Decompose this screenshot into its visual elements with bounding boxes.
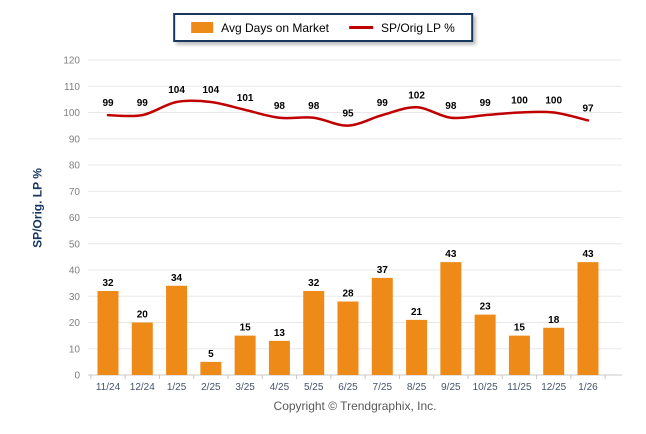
bar-7/25 (371, 277, 393, 375)
y-tick-label: 100 (63, 108, 80, 119)
bar-11/24 (97, 291, 119, 375)
bar-value-label: 5 (208, 349, 214, 360)
legend: Avg Days on Market SP/Orig LP % (173, 13, 473, 42)
line-value-label: 97 (582, 103, 594, 114)
bar-value-label: 21 (411, 307, 423, 318)
bar-value-label: 37 (377, 265, 389, 276)
x-category-label: 2/25 (201, 382, 221, 393)
bar-12/25 (543, 327, 565, 375)
bar-value-label: 43 (582, 249, 594, 260)
line-value-label: 99 (377, 98, 389, 109)
bar-1/26 (577, 262, 599, 375)
bar-value-label: 20 (137, 310, 149, 321)
bar-10/25 (474, 314, 496, 375)
sp-orig-lp-line (106, 99, 590, 127)
bar-series-swatch (191, 22, 214, 33)
bar-value-label: 15 (514, 323, 526, 334)
line-value-label: 99 (137, 98, 149, 109)
y-tick-label: 40 (69, 266, 81, 277)
line-series-swatch (349, 26, 374, 29)
x-category-label: 9/25 (441, 382, 461, 393)
x-category-label: 12/25 (541, 382, 566, 393)
line-value-label: 101 (237, 93, 254, 104)
line-value-label: 98 (445, 101, 457, 112)
bar-9/25 (440, 262, 462, 375)
line-value-label: 99 (480, 98, 492, 109)
line-value-label: 104 (203, 85, 220, 96)
x-category-label: 10/25 (473, 382, 498, 393)
line-value-label: 100 (545, 96, 562, 107)
bar-value-label: 23 (480, 302, 492, 313)
bar-12/24 (131, 322, 153, 375)
x-category-label: 11/24 (96, 382, 121, 393)
x-category-label: 5/25 (304, 382, 324, 393)
y-axis-title: SP/Orig. LP % (30, 168, 45, 248)
y-tick-label: 110 (64, 82, 80, 93)
bar-2/25 (200, 361, 222, 375)
bar-5/25 (303, 291, 325, 375)
y-tick-label: 120 (63, 56, 80, 67)
line-value-label: 102 (408, 90, 425, 101)
x-category-label: 4/25 (270, 382, 290, 393)
y-tick-label: 10 (69, 344, 81, 355)
line-value-label: 99 (102, 98, 114, 109)
bar-value-label: 32 (308, 278, 320, 289)
bar-11/25 (508, 335, 530, 375)
bar-value-label: 34 (171, 273, 183, 284)
line-value-label: 104 (168, 85, 185, 96)
y-tick-label: 60 (69, 213, 81, 224)
legend-bar-label: Avg Days on Market (221, 20, 330, 35)
x-category-label: 7/25 (373, 382, 393, 393)
x-category-label: 11/25 (507, 382, 532, 393)
y-tick-label: 0 (74, 371, 80, 382)
y-tick-label: 30 (69, 292, 81, 303)
x-category-label: 12/24 (130, 382, 155, 393)
bar-4/25 (268, 340, 290, 375)
y-tick-label: 90 (69, 134, 81, 145)
bar-value-label: 13 (274, 328, 286, 339)
line-value-label: 95 (342, 109, 354, 120)
bar-1/25 (166, 285, 188, 375)
bar-value-label: 18 (548, 315, 560, 326)
bar-value-label: 43 (445, 249, 457, 260)
line-value-label: 98 (274, 101, 286, 112)
bar-value-label: 28 (342, 289, 354, 300)
x-category-label: 3/25 (235, 382, 255, 393)
x-category-label: 6/25 (338, 382, 358, 393)
y-tick-label: 80 (69, 161, 81, 172)
x-category-label: 1/25 (167, 382, 187, 393)
copyright-text: Copyright © Trendgraphix, Inc. (273, 399, 437, 413)
y-tick-label: 70 (69, 187, 81, 198)
bar-6/25 (337, 301, 359, 375)
y-tick-label: 20 (69, 318, 81, 329)
x-category-label: 1/26 (578, 382, 598, 393)
bar-value-label: 15 (240, 323, 252, 334)
y-tick-label: 50 (69, 239, 81, 250)
legend-line-label: SP/Orig LP % (381, 20, 455, 35)
bar-value-label: 32 (102, 278, 114, 289)
x-category-label: 8/25 (407, 382, 427, 393)
bar-3/25 (234, 335, 256, 375)
line-value-label: 98 (308, 101, 320, 112)
line-value-label: 100 (511, 96, 528, 107)
bar-8/25 (406, 319, 428, 375)
